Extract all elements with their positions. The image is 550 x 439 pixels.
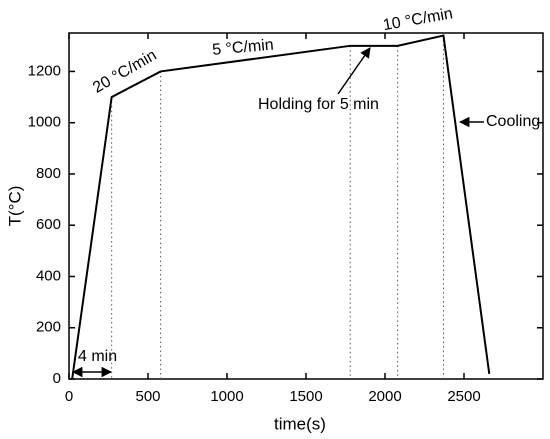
y-tick-label: 600 <box>36 216 61 233</box>
annotation: Holding for 5 min <box>258 96 379 113</box>
x-tick-label: 1000 <box>210 388 243 405</box>
x-tick-label: 0 <box>65 388 73 405</box>
arrow <box>337 47 371 95</box>
x-tick-label: 500 <box>135 388 160 405</box>
y-tick-label: 400 <box>36 267 61 284</box>
y-tick-label: 1200 <box>28 62 61 79</box>
annotation: 10 °C/min <box>382 5 454 34</box>
x-tick-label: 2000 <box>368 388 401 405</box>
y-tick-label: 200 <box>36 319 61 336</box>
annotation: 4 min <box>78 348 117 365</box>
annotation: Cooling <box>486 113 540 130</box>
annotation: 5 °C/min <box>212 37 275 59</box>
y-axis-label: T(°C) <box>5 186 24 227</box>
x-tick-label: 2500 <box>447 388 480 405</box>
y-tick-label: 1000 <box>28 114 61 131</box>
y-tick-label: 0 <box>53 370 61 387</box>
x-tick-label: 1500 <box>289 388 322 405</box>
y-tick-label: 800 <box>36 165 61 182</box>
plot-frame <box>68 32 544 380</box>
x-axis-label: time(s) <box>274 414 326 433</box>
line <box>71 34 491 380</box>
